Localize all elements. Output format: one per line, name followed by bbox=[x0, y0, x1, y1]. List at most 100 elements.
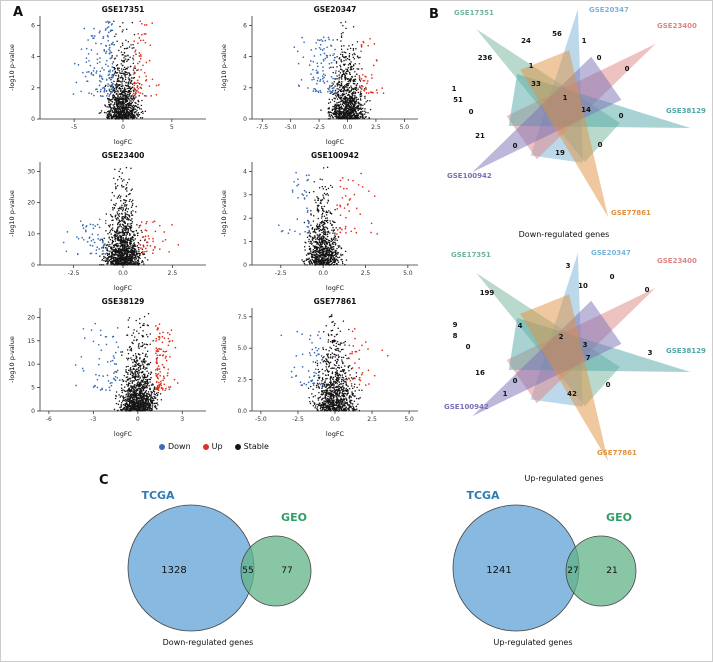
stable-dot-icon bbox=[234, 443, 241, 450]
svg-text:3: 3 bbox=[243, 192, 247, 199]
svg-text:5: 5 bbox=[170, 124, 174, 131]
left-only-count: 1328 bbox=[161, 565, 186, 576]
venn-region-count: 0 bbox=[513, 377, 518, 385]
venn-region-count: 0 bbox=[619, 112, 624, 120]
panel-a-label: A bbox=[13, 5, 24, 20]
svg-text:0.0: 0.0 bbox=[237, 408, 247, 415]
svg-text:20: 20 bbox=[27, 200, 35, 207]
venn-caption: Up-regulated genes bbox=[525, 474, 604, 483]
venn-set-label-GSE100942: GSE100942 bbox=[444, 403, 489, 411]
svg-text:0.0: 0.0 bbox=[318, 270, 328, 277]
tcga-circle bbox=[452, 504, 580, 632]
overlap-count: 27 bbox=[567, 566, 578, 576]
svg-text:-7.5: -7.5 bbox=[256, 124, 268, 131]
svg-text:-2.5: -2.5 bbox=[275, 270, 287, 277]
venn-set-label-GSE38129: GSE38129 bbox=[666, 347, 706, 355]
svg-text:2: 2 bbox=[243, 215, 247, 222]
legend-label-stable: Stable bbox=[243, 442, 269, 451]
venn-set-label-GSE17351: GSE17351 bbox=[454, 9, 494, 17]
svg-text:1: 1 bbox=[243, 239, 247, 246]
legend-item-up: Up bbox=[202, 442, 223, 451]
svg-text:3: 3 bbox=[180, 416, 184, 423]
venn2-chart: TCGA GEO 1328 55 77 Down-regulated genes bbox=[127, 489, 312, 647]
venn-region-count: 199 bbox=[480, 289, 495, 297]
venn-set-label-GSE17351: GSE17351 bbox=[451, 251, 491, 259]
venn-set-label-GSE38129: GSE38129 bbox=[666, 107, 706, 115]
panel-c-label: C bbox=[99, 473, 109, 488]
volcano-cell-GSE77861: GSE77861 -5.0 -2.5 0.0 2.5 5.0 0.0 2.5 5.0 7.5 log… bbox=[219, 295, 425, 439]
svg-text:GSE38129: GSE38129 bbox=[102, 297, 145, 306]
svg-text:0: 0 bbox=[31, 262, 35, 269]
volcano-plot-GSE20347: GSE20347 -7.5 -5.0 -2.5 0.0 2.5 5.0 0 2 4 6 logFC -l… bbox=[220, 5, 418, 146]
geo-label: GEO bbox=[606, 511, 632, 524]
venn6-chart: GSE17351 GSE20347 GSE23400 GSE38129 GSE10094… bbox=[444, 249, 706, 483]
svg-text:logFC: logFC bbox=[114, 284, 133, 292]
svg-text:0: 0 bbox=[243, 116, 247, 123]
venn6-chart: GSE17351 GSE20347 GSE23400 GSE38129 GSE10094… bbox=[447, 6, 706, 239]
overlap-count: 55 bbox=[242, 566, 253, 576]
svg-text:5.0: 5.0 bbox=[400, 124, 410, 131]
venn-region-count: 0 bbox=[469, 108, 474, 116]
venn-set-label-GSE20347: GSE20347 bbox=[591, 249, 631, 257]
venn-region-count: 0 bbox=[606, 381, 611, 389]
venn-region-count: 14 bbox=[581, 106, 591, 114]
svg-text:-5.0: -5.0 bbox=[255, 416, 267, 423]
legend-item-stable: Stable bbox=[234, 442, 269, 451]
svg-text:0: 0 bbox=[243, 262, 247, 269]
svg-text:20: 20 bbox=[27, 314, 35, 321]
svg-text:0.0: 0.0 bbox=[118, 270, 128, 277]
venn-region-count: 21 bbox=[475, 132, 485, 140]
venn-region-count: 3 bbox=[648, 349, 653, 357]
venn-caption: Down-regulated genes bbox=[163, 638, 254, 647]
legend-label-up: Up bbox=[211, 442, 223, 451]
venn-set-label-GSE20347: GSE20347 bbox=[589, 6, 629, 14]
volcano-cell-GSE17351: GSE17351 -5 0 5 0 2 4 6 logFC -log10 p-value bbox=[7, 3, 213, 147]
venn-region-count: 33 bbox=[531, 80, 541, 88]
svg-text:-2.5: -2.5 bbox=[313, 124, 325, 131]
svg-text:0: 0 bbox=[31, 116, 35, 123]
svg-text:7.5: 7.5 bbox=[237, 314, 247, 321]
volcano-cell-GSE23400: GSE23400 -2.5 0.0 2.5 0 10 20 30 logFC -log10 p-v… bbox=[7, 149, 213, 293]
legend-label-down: Down bbox=[168, 442, 191, 451]
venn-region-count: 3 bbox=[583, 341, 588, 349]
venn-region-count: 0 bbox=[625, 65, 630, 73]
volcano-legend: Down Up Stable bbox=[159, 442, 269, 451]
venn-region-count: 0 bbox=[598, 141, 603, 149]
svg-text:15: 15 bbox=[27, 338, 35, 345]
venn-set-label-GSE77861: GSE77861 bbox=[611, 209, 651, 217]
svg-text:-log10 p-value: -log10 p-value bbox=[220, 190, 228, 237]
venn-region-count: 0 bbox=[645, 286, 650, 294]
svg-text:-log10 p-value: -log10 p-value bbox=[8, 336, 16, 383]
svg-text:2.5: 2.5 bbox=[237, 377, 247, 384]
svg-text:GSE20347: GSE20347 bbox=[314, 5, 357, 14]
svg-text:4: 4 bbox=[243, 168, 247, 175]
volcano-cell-GSE20347: GSE20347 -7.5 -5.0 -2.5 0.0 2.5 5.0 0 2 4 6 logFC -l… bbox=[219, 3, 425, 147]
venn6-up-regulated: GSE17351 GSE20347 GSE23400 GSE38129 GSE10094… bbox=[424, 247, 712, 493]
svg-text:logFC: logFC bbox=[326, 138, 345, 146]
svg-text:5.0: 5.0 bbox=[237, 345, 247, 352]
venn-region-count: 0 bbox=[610, 273, 615, 281]
svg-text:-log10 p-value: -log10 p-value bbox=[220, 336, 228, 383]
venn-set-label-GSE77861: GSE77861 bbox=[597, 449, 637, 457]
svg-text:-6: -6 bbox=[46, 416, 52, 423]
svg-text:4: 4 bbox=[31, 54, 35, 61]
venn-region-count: 42 bbox=[567, 390, 577, 398]
venn-set-label-GSE23400: GSE23400 bbox=[657, 22, 697, 30]
svg-text:4: 4 bbox=[243, 54, 247, 61]
svg-text:2.5: 2.5 bbox=[371, 124, 381, 131]
venn-region-count: 1 bbox=[452, 85, 457, 93]
venn-region-count: 3 bbox=[566, 262, 571, 270]
svg-text:0: 0 bbox=[136, 416, 140, 423]
tcga-circle bbox=[127, 504, 255, 632]
venn-region-count: 1 bbox=[503, 390, 508, 398]
svg-text:6: 6 bbox=[243, 22, 247, 29]
venn-region-count: 19 bbox=[555, 149, 565, 157]
right-only-count: 77 bbox=[281, 566, 292, 576]
venn-region-count: 10 bbox=[578, 282, 588, 290]
volcano-plot-GSE77861: GSE77861 -5.0 -2.5 0.0 2.5 5.0 0.0 2.5 5.0 7.5 log… bbox=[220, 297, 418, 438]
venn-set-shape-GSE77861 bbox=[520, 294, 609, 462]
venn-set-label-GSE23400: GSE23400 bbox=[657, 257, 697, 265]
svg-text:-2.5: -2.5 bbox=[68, 270, 80, 277]
panel-b-label: B bbox=[429, 7, 439, 22]
svg-text:5.0: 5.0 bbox=[404, 416, 414, 423]
